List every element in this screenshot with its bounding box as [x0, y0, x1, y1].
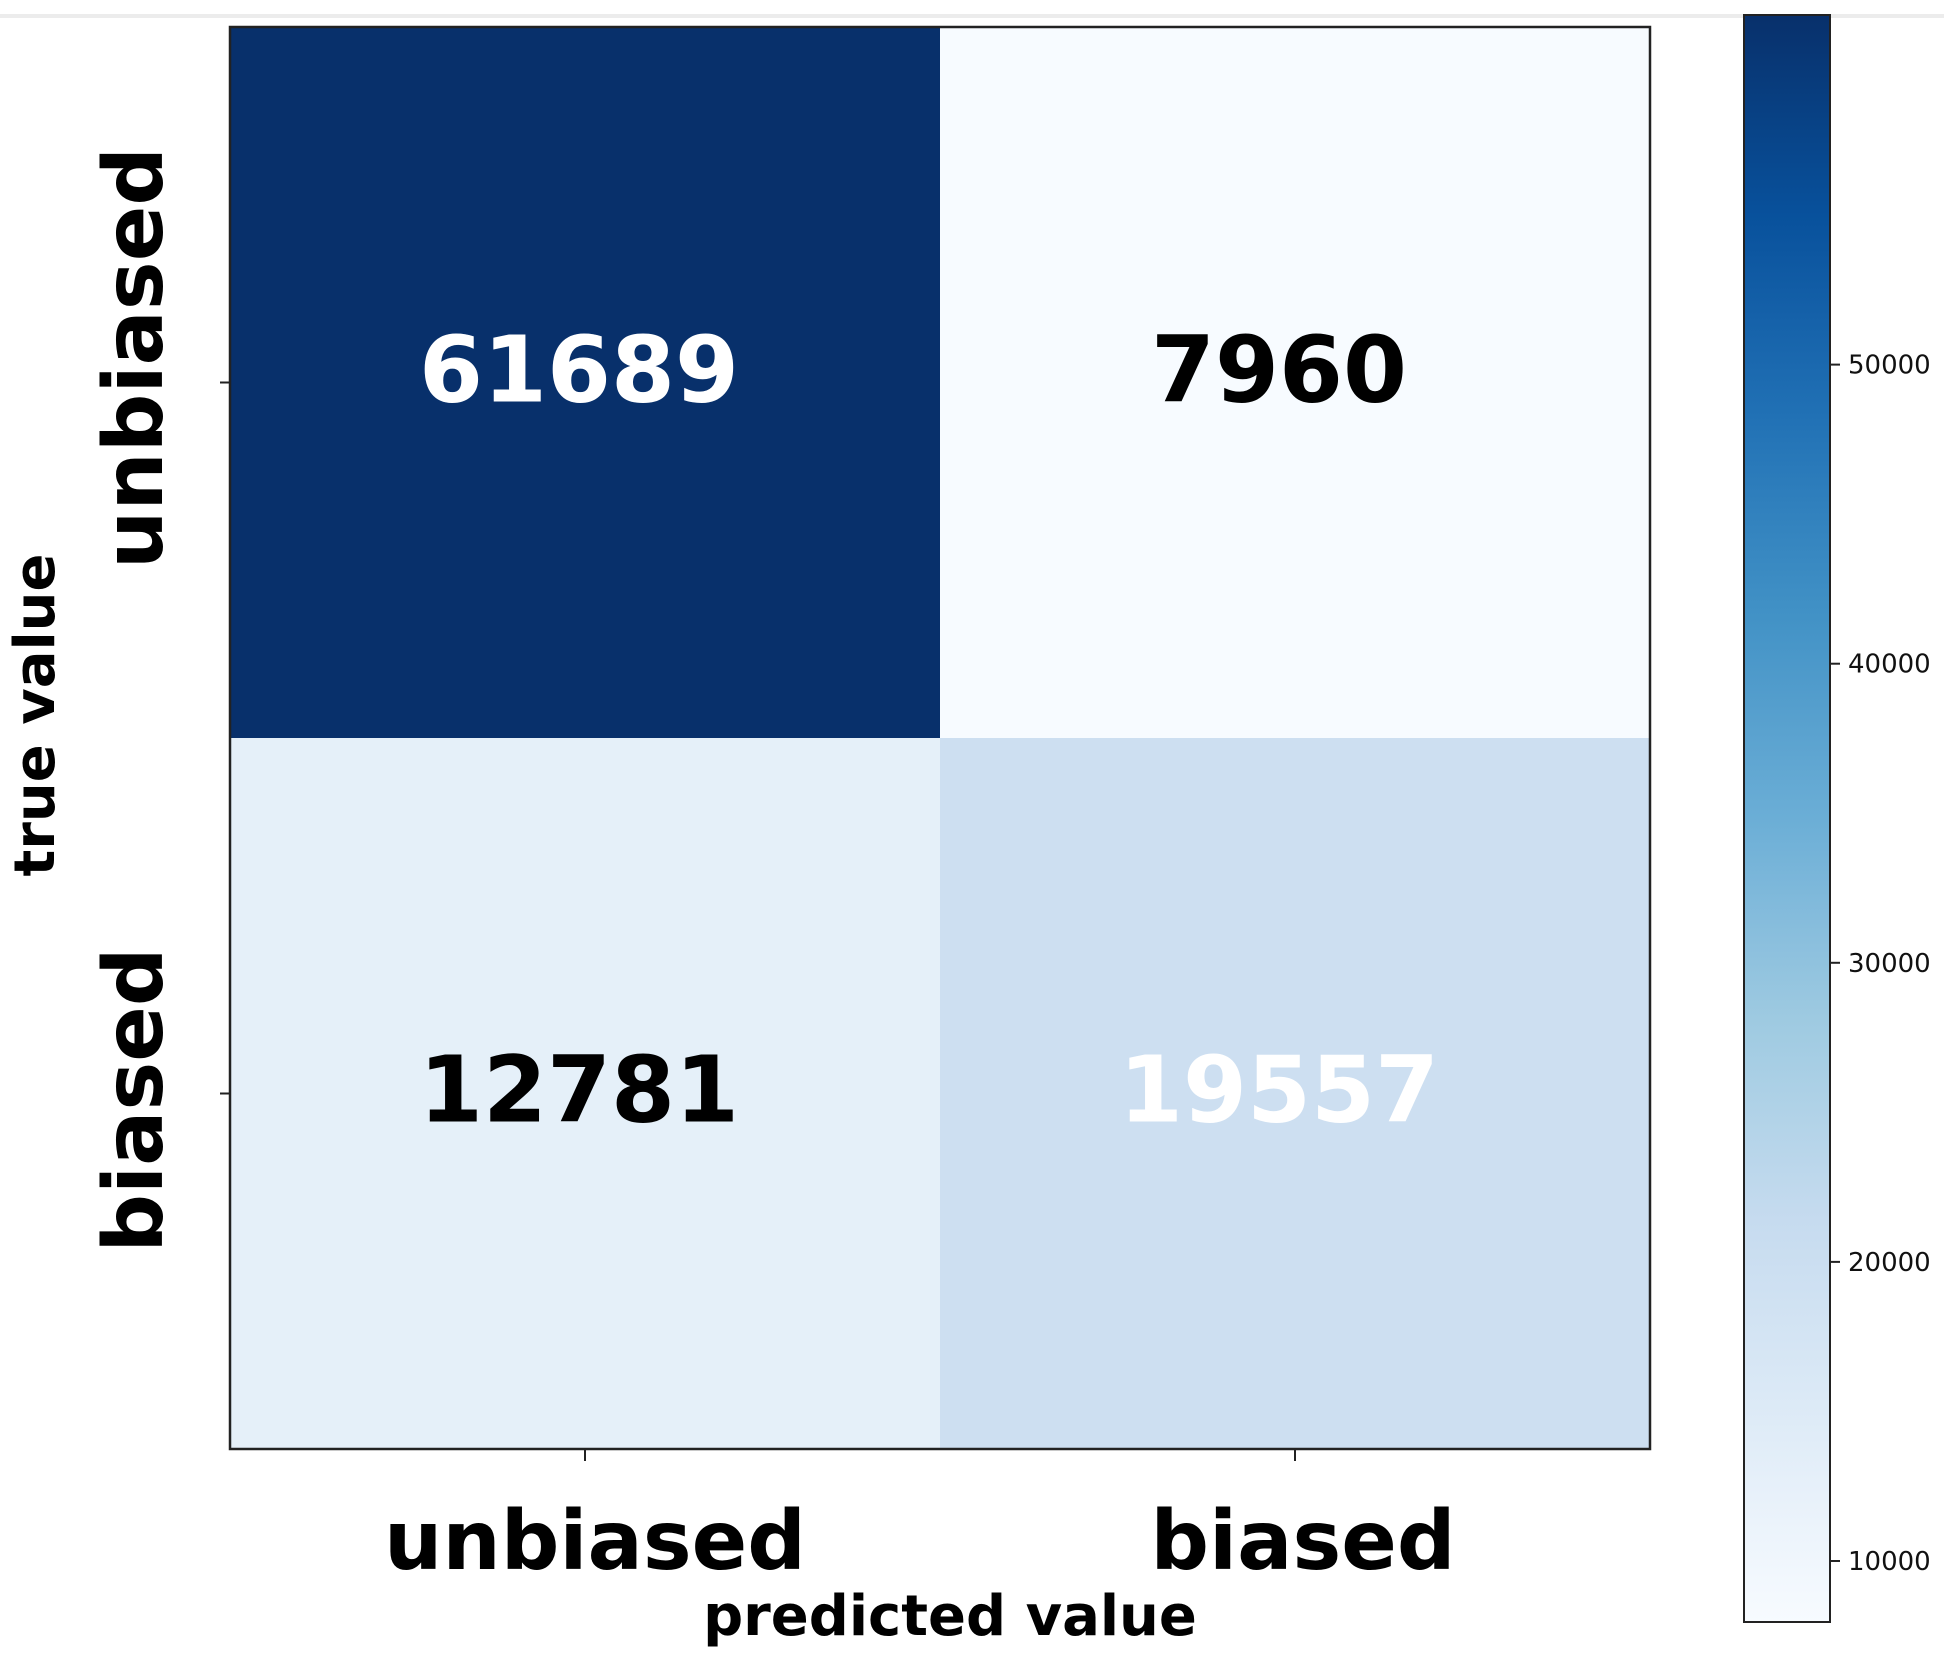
- cell-label-1-0: 12781: [419, 1037, 739, 1144]
- heatmap-cell-1-1: [940, 738, 1651, 1450]
- x-tick-label-1: biased: [1150, 1494, 1455, 1589]
- y-tick-label-1: biased: [87, 947, 182, 1252]
- heatmap-cell-0-1: [940, 27, 1651, 739]
- cell-label-0-1: 7960: [1151, 317, 1407, 424]
- axis-ticks: [220, 381, 1296, 1461]
- cell-label-1-1: 19557: [1119, 1037, 1439, 1144]
- heatmap-cell-1-0: [230, 738, 941, 1450]
- y-axis-title: true value: [3, 553, 68, 876]
- colorbar-gradient: [1744, 15, 1830, 1622]
- colorbar-tick-label-1: 20000: [1848, 1248, 1931, 1278]
- colorbar: 10000 20000 30000 40000 50000: [1743, 14, 1931, 1623]
- colorbar-tick-label-2: 30000: [1848, 949, 1931, 979]
- colorbar-tick-label-4: 50000: [1848, 351, 1931, 381]
- plot-frame: [228, 25, 1652, 1451]
- colorbar-tick-label-3: 40000: [1848, 650, 1931, 680]
- x-axis-title: predicted value: [703, 1584, 1197, 1649]
- cell-label-0-0: 61689: [419, 317, 739, 424]
- cell-labels: 61689 7960 12781 19557: [419, 317, 1439, 1144]
- top-edge-line: [0, 14, 1944, 18]
- colorbar-frame: [1743, 14, 1831, 1623]
- heatmap-cells: [230, 27, 1651, 1450]
- y-tick-label-0: unbiased: [87, 147, 182, 569]
- heatmap-cell-0-0: [230, 27, 941, 739]
- x-tick-label-0: unbiased: [384, 1494, 806, 1589]
- colorbar-tick-label-0: 10000: [1848, 1547, 1931, 1577]
